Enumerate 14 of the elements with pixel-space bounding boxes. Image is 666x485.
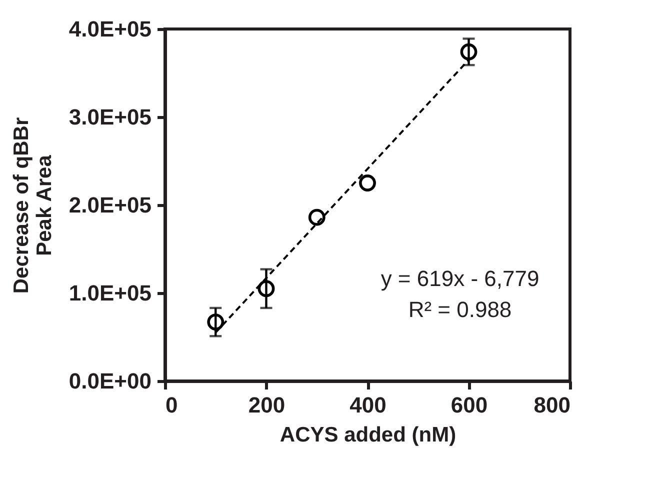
annotation: R² = 0.988 bbox=[408, 297, 512, 322]
x-tick-label: 800 bbox=[534, 392, 570, 418]
x-tick-label: 400 bbox=[350, 392, 386, 418]
y-tick-label: 1.0E+05 bbox=[68, 280, 152, 306]
y-tick-label: 0.0E+00 bbox=[68, 368, 152, 394]
x-axis-title: ACYS added (nM) bbox=[280, 424, 456, 446]
y-tick-label: 3.0E+05 bbox=[68, 104, 152, 130]
x-tick-label: 200 bbox=[248, 392, 286, 418]
y-axis-title: Decrease of qBBr Peak Area bbox=[10, 117, 56, 294]
x-tick-label: 0 bbox=[166, 392, 178, 418]
annotation: y = 619x - 6,779 bbox=[380, 266, 540, 291]
x-tick-label: 600 bbox=[450, 392, 488, 418]
y-tick-label: 4.0E+05 bbox=[68, 16, 152, 42]
y-tick-label: 2.0E+05 bbox=[68, 192, 152, 218]
